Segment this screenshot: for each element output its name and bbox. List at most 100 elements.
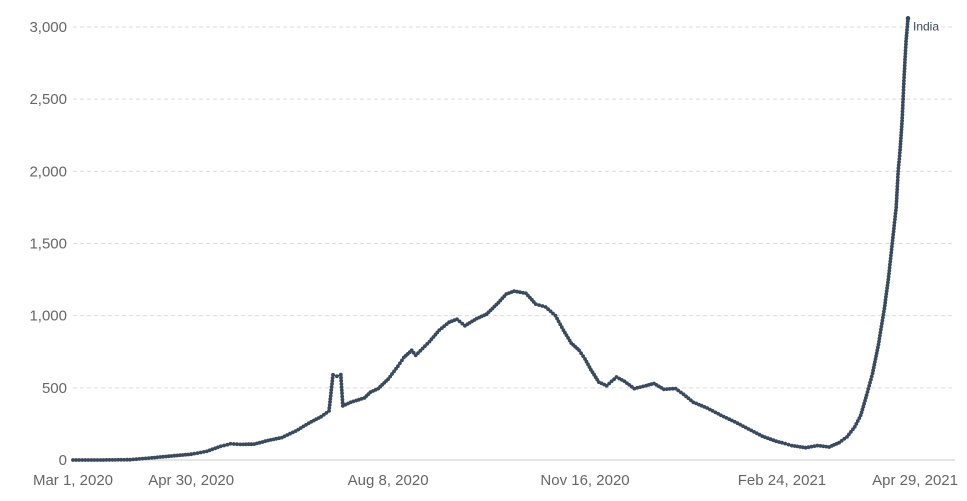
y-tick-label: 2,500 bbox=[29, 91, 67, 108]
data-point bbox=[905, 16, 911, 21]
data-point bbox=[887, 268, 892, 273]
data-point bbox=[667, 387, 672, 391]
data-point bbox=[638, 385, 643, 389]
data-point bbox=[116, 457, 121, 462]
data-point bbox=[882, 309, 886, 314]
data-point bbox=[859, 410, 864, 415]
data-point bbox=[340, 397, 345, 402]
data-point bbox=[896, 163, 901, 168]
data-point bbox=[757, 432, 762, 437]
data-point bbox=[849, 430, 853, 434]
data-point bbox=[884, 295, 888, 299]
data-point bbox=[881, 312, 886, 317]
data-point bbox=[329, 391, 333, 395]
data-point bbox=[873, 357, 878, 361]
data-point bbox=[198, 450, 203, 455]
data-point bbox=[155, 455, 160, 460]
data-point bbox=[327, 406, 332, 410]
data-point bbox=[893, 217, 897, 222]
data-point bbox=[897, 160, 901, 165]
data-point bbox=[886, 274, 891, 279]
data-point bbox=[902, 78, 906, 83]
data-point bbox=[339, 385, 344, 389]
data-point bbox=[238, 442, 243, 447]
data-point bbox=[815, 443, 820, 448]
data-point bbox=[664, 387, 669, 391]
data-point bbox=[113, 458, 118, 462]
data-point bbox=[425, 342, 430, 346]
data-point bbox=[795, 444, 800, 449]
data-point bbox=[398, 361, 402, 366]
data-point bbox=[339, 375, 343, 380]
data-point bbox=[192, 451, 197, 456]
data-point bbox=[904, 33, 909, 38]
data-point bbox=[732, 419, 737, 424]
data-point bbox=[137, 457, 142, 461]
data-point bbox=[891, 229, 896, 234]
data-point bbox=[861, 404, 866, 409]
data-point bbox=[328, 400, 332, 404]
data-point bbox=[821, 444, 826, 449]
data-point bbox=[577, 348, 581, 353]
data-point bbox=[74, 458, 78, 462]
data-point bbox=[902, 75, 906, 80]
data-point bbox=[889, 253, 893, 258]
data-point bbox=[98, 458, 103, 462]
data-point bbox=[900, 121, 904, 126]
data-point bbox=[854, 422, 859, 426]
data-point bbox=[874, 351, 879, 356]
data-point bbox=[897, 157, 902, 161]
data-point bbox=[218, 444, 223, 449]
data-point bbox=[893, 211, 898, 216]
data-point bbox=[340, 400, 345, 405]
data-point bbox=[885, 283, 890, 288]
data-point bbox=[411, 350, 416, 355]
data-point bbox=[749, 428, 754, 433]
data-point bbox=[902, 72, 907, 77]
data-point bbox=[898, 142, 903, 146]
data-point bbox=[612, 377, 616, 382]
data-point bbox=[874, 354, 878, 358]
data-point bbox=[340, 394, 345, 399]
data-point bbox=[858, 413, 863, 418]
data-point bbox=[839, 438, 844, 443]
data-point bbox=[842, 436, 847, 441]
data-point bbox=[183, 452, 188, 457]
data-point bbox=[905, 22, 910, 26]
data-point bbox=[780, 440, 784, 445]
data-point bbox=[581, 354, 585, 358]
series-label: India bbox=[913, 19, 939, 33]
data-point bbox=[400, 358, 404, 363]
data-point bbox=[423, 344, 427, 349]
data-point bbox=[661, 387, 666, 392]
data-point bbox=[900, 112, 905, 117]
data-point bbox=[867, 383, 872, 388]
data-point bbox=[903, 54, 908, 59]
data-point bbox=[175, 453, 180, 458]
data-point bbox=[340, 391, 344, 396]
data-point bbox=[225, 442, 230, 447]
data-point bbox=[893, 214, 898, 219]
data-point bbox=[806, 445, 811, 450]
data-point bbox=[632, 386, 637, 391]
series-line-india bbox=[73, 18, 909, 461]
data-point bbox=[186, 452, 191, 457]
data-point bbox=[246, 442, 251, 447]
data-point bbox=[896, 172, 900, 177]
data-point bbox=[876, 345, 880, 350]
data-point bbox=[609, 379, 614, 384]
data-point bbox=[169, 454, 174, 458]
data-point bbox=[894, 196, 899, 201]
data-point bbox=[883, 300, 888, 305]
data-point bbox=[903, 45, 908, 50]
data-point bbox=[869, 377, 873, 382]
data-point bbox=[394, 366, 398, 371]
data-point bbox=[330, 376, 335, 380]
data-point bbox=[875, 348, 880, 353]
data-point bbox=[896, 166, 901, 171]
x-tick-label: Nov 16, 2020 bbox=[540, 472, 629, 489]
data-point bbox=[878, 333, 882, 338]
data-point bbox=[884, 292, 889, 296]
data-point bbox=[555, 316, 559, 321]
data-point bbox=[894, 205, 899, 210]
